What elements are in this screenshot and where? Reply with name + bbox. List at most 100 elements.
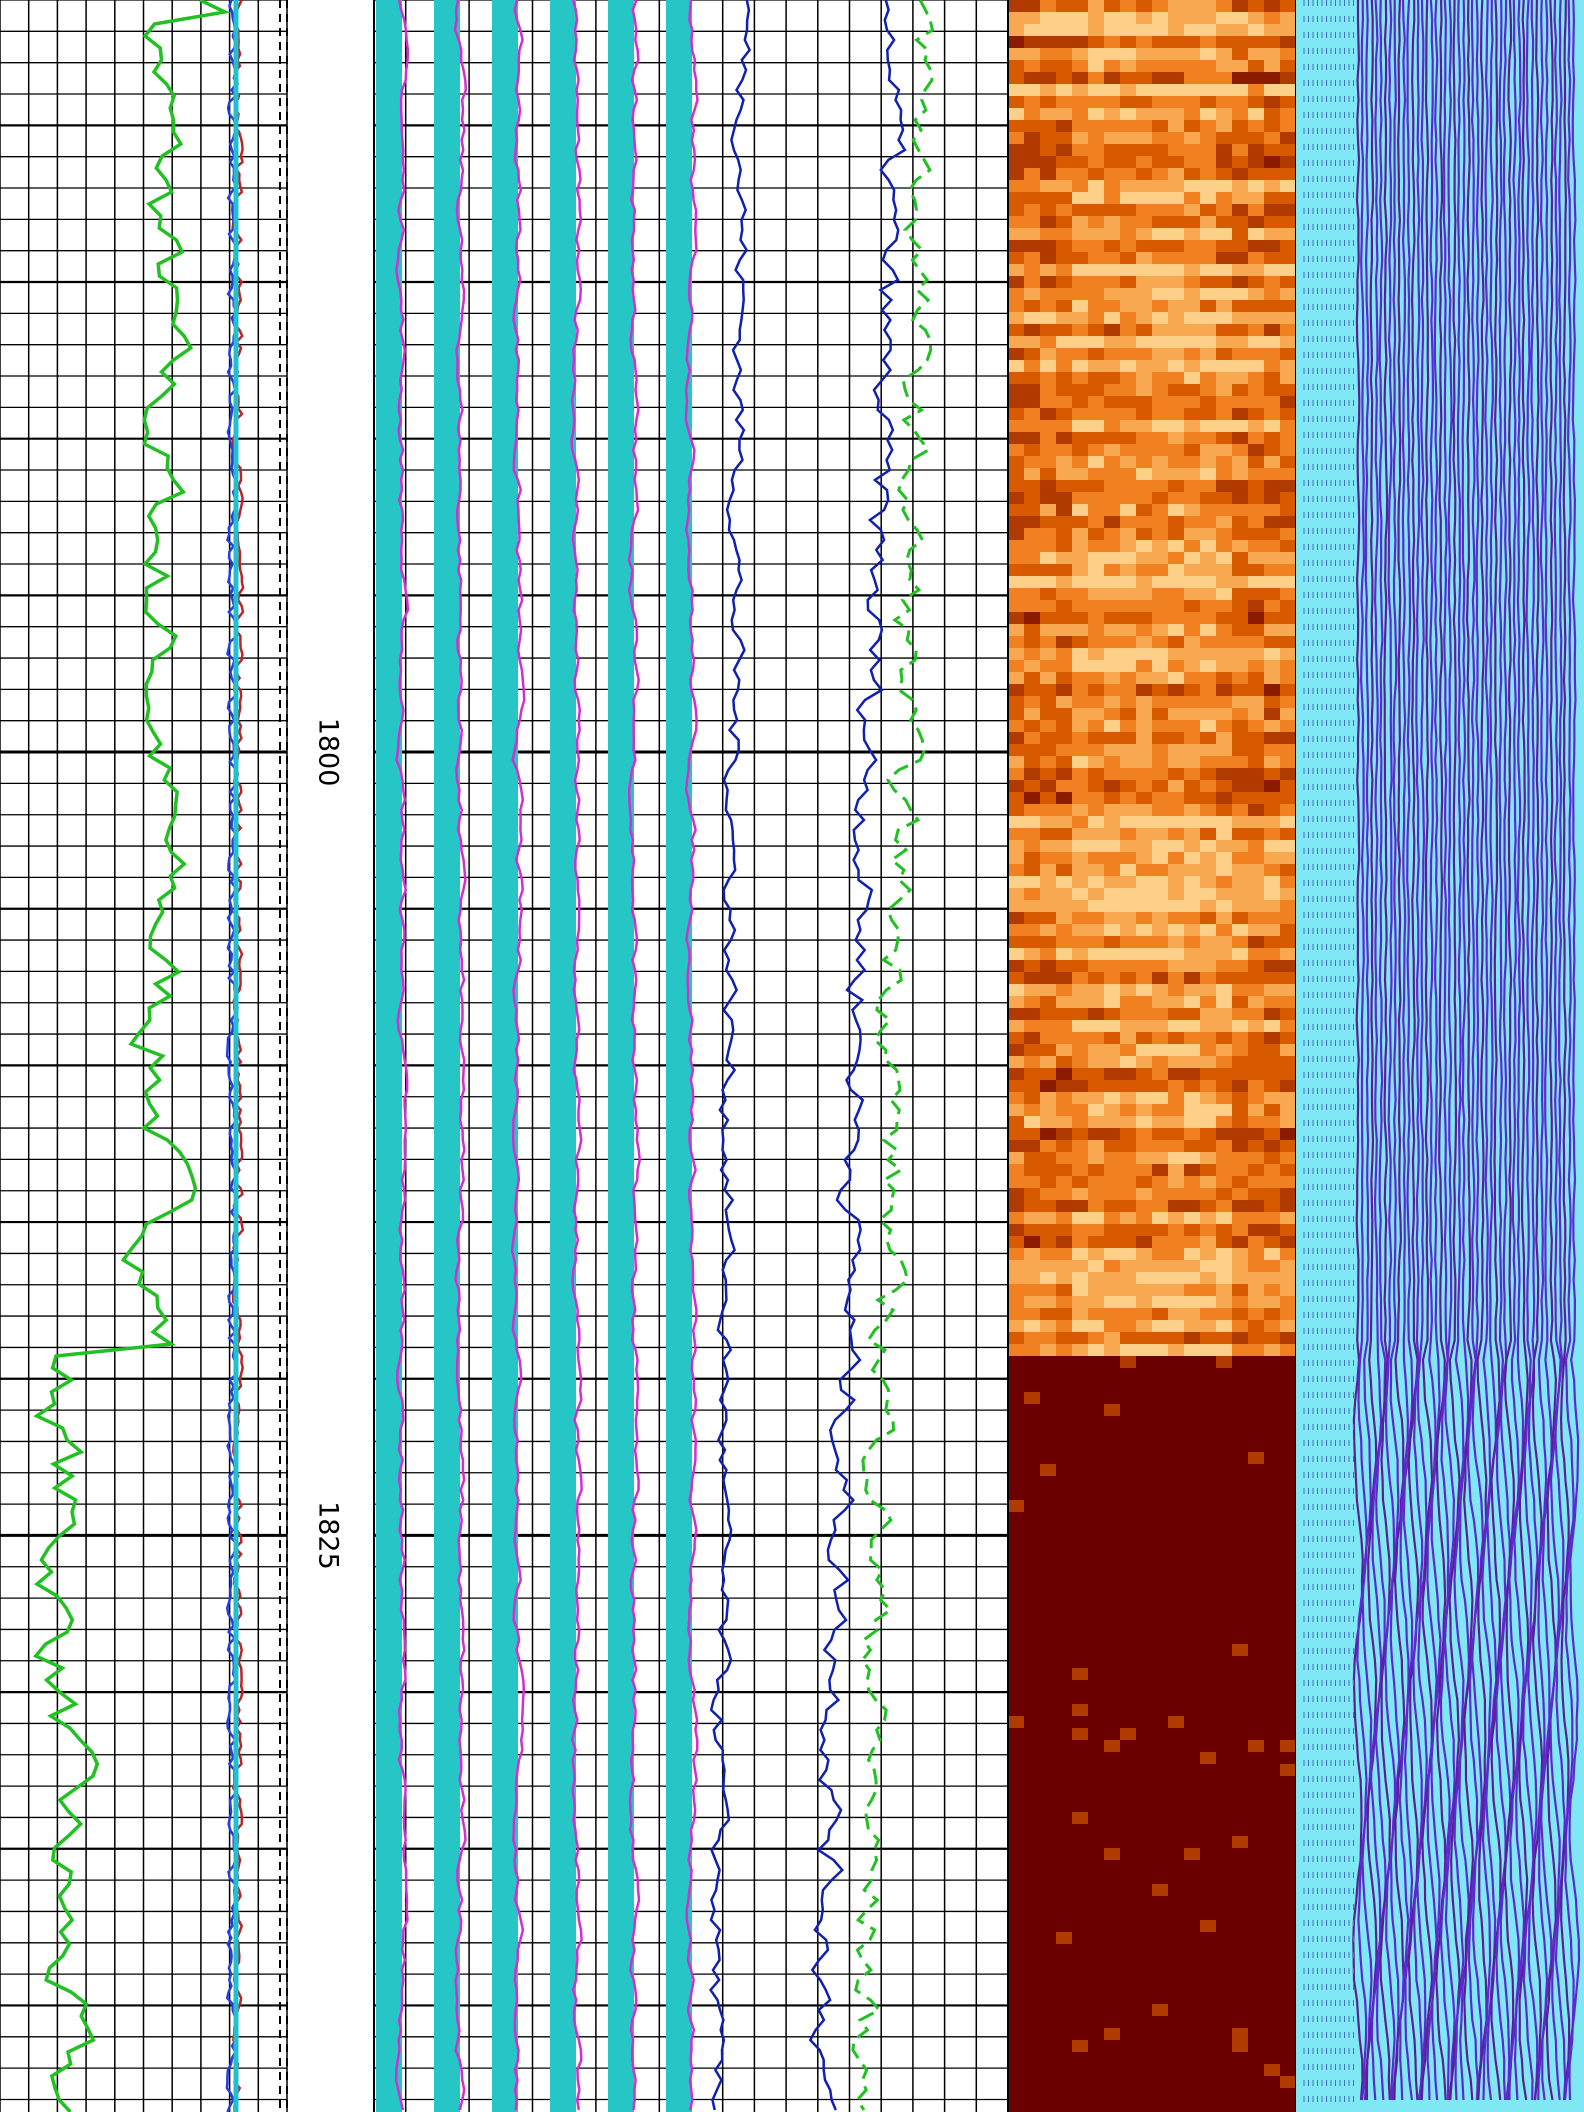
heat-cell: [1136, 1704, 1153, 1717]
heat-cell: [1216, 1548, 1233, 1561]
heat-cell: [1120, 336, 1137, 349]
heat-cell: [1216, 1392, 1233, 1405]
heat-cell: [1168, 876, 1185, 889]
heat-cell: [1072, 672, 1089, 685]
heat-cell: [1152, 1152, 1169, 1165]
heat-cell: [1008, 1416, 1025, 1429]
heat-cell: [1152, 2076, 1169, 2089]
heat-cell: [1072, 516, 1089, 529]
heat-cell: [1056, 936, 1073, 949]
heat-cell: [1040, 1812, 1057, 1825]
heat-cell: [1024, 792, 1041, 805]
heat-cell: [1200, 1140, 1217, 1153]
heat-cell: [1200, 1848, 1217, 1861]
heat-cell: [1248, 1248, 1265, 1261]
heat-cell: [1136, 348, 1153, 361]
heat-cell: [1184, 420, 1201, 433]
heat-cell: [1232, 1800, 1249, 1813]
heat-cell: [1088, 1140, 1105, 1153]
heat-cell: [1184, 576, 1201, 589]
heat-cell: [1040, 180, 1057, 193]
heat-cell: [1024, 1524, 1041, 1537]
heat-cell: [1248, 744, 1265, 757]
heat-cell: [1104, 924, 1121, 937]
heat-cell: [1024, 384, 1041, 397]
heat-cell: [1152, 2100, 1169, 2112]
heat-cell: [1072, 768, 1089, 781]
heat-cell: [1040, 516, 1057, 529]
heat-cell: [1104, 1404, 1121, 1417]
heat-cell: [1008, 300, 1025, 313]
heat-cell: [1008, 708, 1025, 721]
heat-cell: [1280, 96, 1297, 109]
heat-cell: [1024, 828, 1041, 841]
heat-cell: [1168, 1788, 1185, 1801]
heat-cell: [1152, 1404, 1169, 1417]
heat-cell: [1232, 1128, 1249, 1141]
heat-cell: [1168, 84, 1185, 97]
heat-cell: [1200, 1392, 1217, 1405]
heat-cell: [1280, 192, 1297, 205]
heat-cell: [1120, 408, 1137, 421]
heat-cell: [1216, 1200, 1233, 1213]
heat-cell: [1136, 2016, 1153, 2029]
heat-cell: [1248, 1404, 1265, 1417]
heat-cell: [1088, 576, 1105, 589]
heat-cell: [1152, 1032, 1169, 1045]
heat-cell: [1120, 816, 1137, 829]
image-stripe: [1369, 0, 1383, 2101]
heat-cell: [1120, 144, 1137, 157]
heat-cell: [1264, 1860, 1281, 1873]
heat-cell: [1056, 84, 1073, 97]
heat-cell: [1072, 132, 1089, 145]
heat-cell: [1184, 852, 1201, 865]
heat-cell: [1072, 852, 1089, 865]
heat-cell: [1184, 1068, 1201, 1081]
heat-cell: [1216, 1452, 1233, 1465]
heat-cell: [1280, 504, 1297, 517]
heat-cell: [1248, 1872, 1265, 1885]
heat-cell: [1008, 960, 1025, 973]
heat-cell: [1008, 324, 1025, 337]
heat-cell: [1088, 1200, 1105, 1213]
heat-cell: [1056, 696, 1073, 709]
heat-cell: [1152, 2064, 1169, 2077]
heat-cell: [1248, 372, 1265, 385]
heat-cell: [1056, 1392, 1073, 1405]
heat-cell: [1104, 852, 1121, 865]
heat-cell: [1040, 1416, 1057, 1429]
heat-cell: [1248, 948, 1265, 961]
heat-cell: [1184, 768, 1201, 781]
heat-cell: [1168, 912, 1185, 925]
heat-cell: [1120, 2052, 1137, 2065]
heat-cell: [1184, 1776, 1201, 1789]
heat-cell: [1136, 1140, 1153, 1153]
heat-cell: [1024, 936, 1041, 949]
heat-cell: [1168, 240, 1185, 253]
heat-cell: [1120, 1896, 1137, 1909]
heat-cell: [1280, 372, 1297, 385]
heat-cell: [1184, 1140, 1201, 1153]
heat-cell: [1200, 720, 1217, 733]
image-stripe: [1495, 0, 1507, 2101]
heat-cell: [1008, 1872, 1025, 1885]
heat-cell: [1264, 1188, 1281, 1201]
heat-cell: [1264, 192, 1281, 205]
heat-cell: [1248, 1692, 1265, 1705]
image-stripe: [1352, 0, 1364, 2101]
heat-cell: [1040, 1728, 1057, 1741]
heat-cell: [1024, 1500, 1041, 1513]
heat-cell: [1168, 1248, 1185, 1261]
heat-cell: [1232, 1584, 1249, 1597]
heat-cell: [1280, 2040, 1297, 2053]
heat-cell: [1248, 1776, 1265, 1789]
heat-cell: [1024, 216, 1041, 229]
heat-cell: [1152, 420, 1169, 433]
heat-cell: [1088, 540, 1105, 553]
heat-cell: [1216, 384, 1233, 397]
image-stripe: [1412, 0, 1424, 2101]
heat-cell: [1216, 948, 1233, 961]
heat-cell: [1216, 252, 1233, 265]
heat-cell: [1056, 348, 1073, 361]
heat-cell: [1072, 240, 1089, 253]
